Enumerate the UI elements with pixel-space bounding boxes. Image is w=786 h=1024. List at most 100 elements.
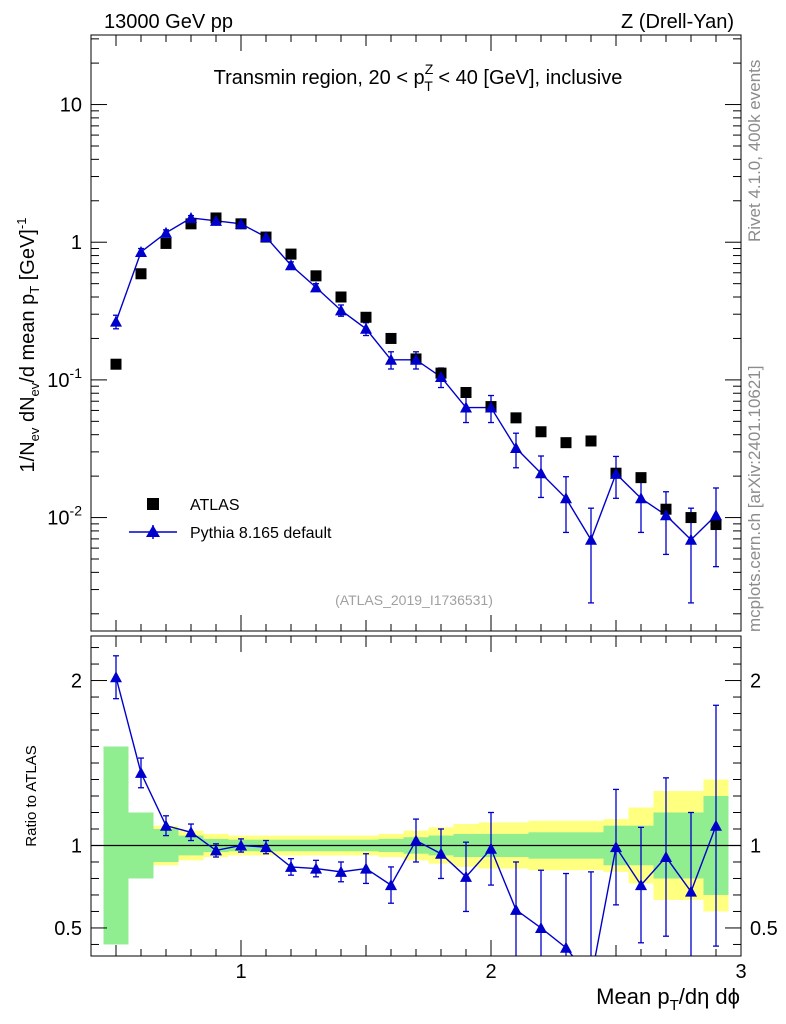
mc-point	[585, 533, 597, 545]
y-label-sub: ev	[27, 427, 42, 441]
ratio-panel: 0.5 0.5 1 1 2 2 Ratio to ATLAS 1 2 3 Mean pT/dη…	[23, 635, 778, 1014]
x-tick-label: 2	[485, 961, 496, 983]
ratio-mc-point	[485, 842, 497, 854]
ratio-mc-point	[160, 819, 172, 831]
legend-mc-label: Pythia 8.165 default	[190, 525, 332, 542]
mc-point	[360, 322, 372, 334]
main-frame	[90, 34, 742, 632]
ratio-axis-ticks	[91, 636, 742, 956]
mc-point	[235, 217, 247, 229]
ratio-mc-point	[310, 862, 322, 874]
x-label-part: Mean p	[596, 984, 669, 1009]
y-tick-base: 1	[71, 232, 82, 254]
ratio-y-tick-labels: 0.5 0.5 1 1 2 2	[54, 671, 778, 940]
ratio-mc-points	[110, 671, 722, 953]
y-label-sub: T	[27, 286, 42, 294]
ratio-frame	[90, 635, 742, 957]
ratio-y-axis-label: Ratio to ATLAS	[23, 745, 40, 846]
ratio-mc-point	[510, 903, 522, 915]
atlas-data-point	[285, 248, 297, 260]
ratio-mc-point	[110, 671, 122, 683]
ratio-mc-point	[710, 819, 722, 831]
ratio-y-tick-label-right: 0.5	[750, 918, 778, 940]
y-tick-label: 10	[60, 95, 82, 117]
ratio-mc-point	[285, 860, 297, 872]
chart-title-part: < 40 [GeV], inclusive	[433, 67, 623, 89]
atlas-data-point	[385, 332, 397, 344]
ratio-mc-point	[210, 844, 222, 856]
ratio-y-tick-label-right: 1	[750, 835, 761, 857]
mc-point	[610, 467, 622, 479]
atlas-data-point	[710, 519, 722, 531]
ratio-mc-point	[135, 766, 147, 778]
ratio-mc-point	[235, 839, 247, 851]
ratio-mc-point	[260, 841, 272, 853]
atlas-data-point	[635, 472, 647, 484]
legend-atlas-label: ATLAS	[190, 497, 240, 514]
y-label-part: 1/N	[17, 441, 39, 472]
mc-point	[560, 492, 572, 504]
mc-point	[685, 533, 697, 545]
atlas-data-point	[110, 358, 122, 370]
y-tick-label: 10-1	[47, 365, 82, 392]
chart-title-part: Transmin region, 20 < p	[214, 67, 425, 89]
atlas-data-points	[110, 212, 722, 531]
x-tick-label: 1	[235, 961, 246, 983]
y-label-sup: -1	[14, 218, 29, 230]
mcplots-reference-label: mcplots.cern.ch [arXiv:2401.10621]	[745, 366, 764, 632]
legend: ATLAS Pythia 8.165 default	[129, 497, 332, 542]
y-label-sub: ev	[27, 382, 42, 396]
chart-title-subscript: T	[424, 78, 433, 94]
x-axis-label: Mean pT/dη dϕ	[596, 984, 740, 1014]
atlas-data-point	[160, 237, 172, 249]
mc-point	[310, 281, 322, 293]
atlas-data-point	[310, 270, 322, 282]
atlas-data-point	[185, 218, 197, 230]
y-tick-base: 10	[60, 95, 82, 117]
chart-title-superscript: Z	[425, 61, 434, 77]
mc-point	[285, 259, 297, 271]
atlas-data-point	[585, 435, 597, 447]
x-tick-labels: 1 2 3	[235, 961, 746, 983]
ratio-mc-point	[685, 885, 697, 897]
mc-point	[710, 509, 722, 521]
ratio-mc-point	[560, 941, 572, 953]
mc-point	[485, 401, 497, 413]
y-tick-exponent: -1	[70, 365, 83, 381]
y-tick-base: 10	[47, 370, 69, 392]
mc-point	[435, 370, 447, 382]
atlas-data-point	[560, 437, 572, 449]
mc-error-bars	[113, 214, 719, 604]
mc-point	[510, 442, 522, 454]
ratio-mc-point	[410, 834, 422, 846]
atlas-data-point	[460, 386, 472, 398]
mc-point	[385, 353, 397, 365]
mc-point	[535, 467, 547, 479]
mc-point	[210, 214, 222, 226]
ratio-mc-point	[360, 862, 372, 874]
atlas-data-point	[535, 426, 547, 438]
ratio-mc-point	[660, 851, 672, 863]
header-process-label: Z (Drell-Yan)	[621, 11, 734, 33]
legend-atlas-marker	[147, 498, 159, 510]
y-tick-label: 10-2	[47, 503, 82, 530]
mc-curve	[115, 217, 717, 542]
ratio-mc-point	[635, 879, 647, 891]
mc-point	[160, 226, 172, 238]
y-label-part: /d mean p	[17, 294, 39, 383]
mc-point	[460, 401, 472, 413]
x-label-part: /dη dϕ	[679, 984, 740, 1009]
rivet-version-label: Rivet 4.1.0, 400k events	[745, 60, 764, 242]
ratio-y-tick-label: 2	[71, 671, 82, 693]
y-label-part: dN	[17, 396, 39, 427]
ratio-mc-point	[435, 847, 447, 859]
ratio-mc-point	[535, 921, 547, 933]
atlas-data-point	[660, 503, 672, 515]
chart-title: Transmin region, 20 < pZ T < 40 [GeV], in…	[214, 61, 623, 94]
mc-point	[260, 231, 272, 243]
mc-point	[135, 245, 147, 257]
ratio-y-tick-label: 0.5	[54, 918, 82, 940]
atlas-data-point	[360, 311, 372, 323]
